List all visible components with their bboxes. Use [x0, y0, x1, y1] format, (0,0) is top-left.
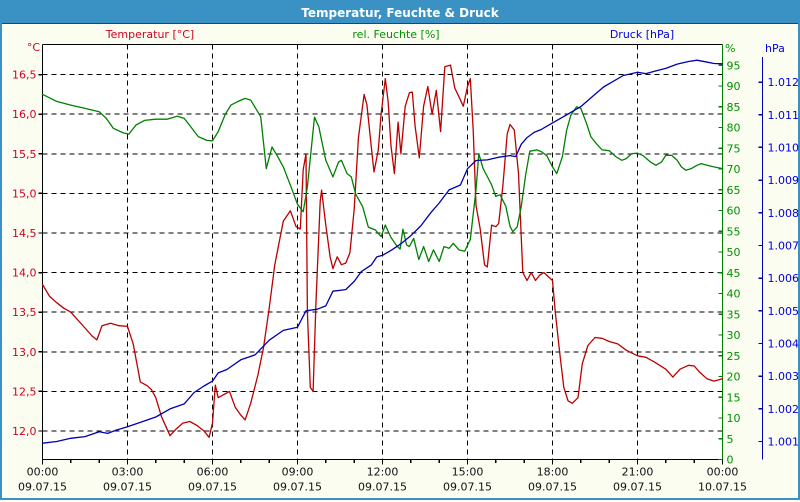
date-label: 09.07.15 — [188, 481, 237, 494]
humidity-tick-label: 60 — [727, 205, 741, 218]
humidity-tick-label: 10 — [727, 412, 741, 425]
humidity-tick-label: 65 — [727, 184, 741, 197]
humidity-tick-label: 50 — [727, 246, 741, 259]
date-label: 09.07.15 — [613, 481, 662, 494]
pressure-tick-label: 1.005 — [768, 305, 800, 318]
temperature-tick-label: 16,5 — [12, 69, 37, 82]
humidity-tick-label: 90 — [727, 80, 741, 93]
humidity-tick-label: 70 — [727, 163, 741, 176]
humidity-tick-label: 35 — [727, 308, 741, 321]
pressure-series — [41, 59, 724, 444]
humidity-tick-label: 0 — [727, 454, 734, 467]
humidity-tick-label: 95 — [727, 59, 741, 72]
humidity-tick-label: 5 — [727, 433, 734, 446]
temperature-tick-label: 16,0 — [12, 108, 37, 121]
pressure-tick-label: 1.010 — [768, 141, 800, 154]
pressure-tick-label: 1.003 — [768, 370, 800, 383]
time-label: 00:00 — [27, 466, 59, 479]
pressure-tick-label: 1.002 — [768, 403, 800, 416]
date-label: 09.07.15 — [273, 481, 322, 494]
humidity-tick-label: 20 — [727, 371, 741, 384]
time-label: 00:00 — [707, 466, 739, 479]
date-label: 10.07.15 — [698, 481, 747, 494]
temperature-unit-label: °C — [26, 41, 40, 54]
humidity-tick-label: 85 — [727, 101, 741, 114]
temperature-tick-label: 14,0 — [12, 267, 37, 280]
temperature-tick-label: 14,5 — [12, 227, 37, 240]
temperature-tick-label: 15,5 — [12, 148, 37, 161]
humidity-tick-label: 75 — [727, 142, 741, 155]
date-label: 09.07.15 — [358, 481, 407, 494]
window-title: Temperatur, Feuchte & Druck — [301, 5, 499, 20]
pressure-tick-label: 1.012 — [768, 76, 800, 89]
humidity-tick-label: 80 — [727, 122, 741, 135]
pressure-tick-label: 1.011 — [768, 109, 800, 122]
pressure-axis-title: Druck [hPa] — [609, 28, 675, 41]
date-label: 09.07.15 — [103, 481, 152, 494]
time-label: 15:00 — [452, 466, 484, 479]
time-label: 06:00 — [197, 466, 229, 479]
humidity-tick-label: 15 — [727, 391, 741, 404]
pressure-tick-label: 1.006 — [768, 272, 800, 285]
time-label: 21:00 — [622, 466, 654, 479]
humidity-series — [41, 93, 724, 263]
humidity-tick-label: 40 — [727, 288, 741, 301]
pressure-tick-label: 1.007 — [768, 239, 800, 252]
time-label: 18:00 — [537, 466, 569, 479]
humidity-tick-label: 25 — [727, 350, 741, 363]
pressure-tick-label: 1.009 — [768, 174, 800, 187]
time-label: 12:00 — [367, 466, 399, 479]
date-label: 09.07.15 — [443, 481, 492, 494]
temperature-axis-title: Temperatur [°C] — [105, 28, 195, 41]
humidity-tick-label: 45 — [727, 267, 741, 280]
pressure-tick-label: 1.001 — [768, 436, 800, 449]
time-label: 09:00 — [282, 466, 314, 479]
temperature-tick-label: 15,0 — [12, 187, 37, 200]
pressure-tick-label: 1.008 — [768, 207, 800, 220]
date-label: 09.07.15 — [528, 481, 577, 494]
date-label: 09.07.15 — [18, 481, 67, 494]
temperature-tick-label: 12,5 — [12, 385, 37, 398]
temperature-tick-label: 12,0 — [12, 425, 37, 438]
title-bar[interactable]: Temperatur, Feuchte & Druck — [2, 2, 798, 24]
humidity-unit-label: % — [725, 42, 736, 55]
humidity-tick-label: 55 — [727, 225, 741, 238]
pressure-unit-label: hPa — [765, 42, 785, 55]
temperature-tick-label: 13,5 — [12, 306, 37, 319]
temperature-series — [41, 64, 724, 438]
time-label: 03:00 — [112, 466, 144, 479]
temperature-tick-label: 13,0 — [12, 346, 37, 359]
pressure-tick-label: 1.004 — [768, 337, 800, 350]
humidity-axis-title: rel. Feuchte [%] — [352, 28, 440, 41]
humidity-tick-label: 30 — [727, 329, 741, 342]
